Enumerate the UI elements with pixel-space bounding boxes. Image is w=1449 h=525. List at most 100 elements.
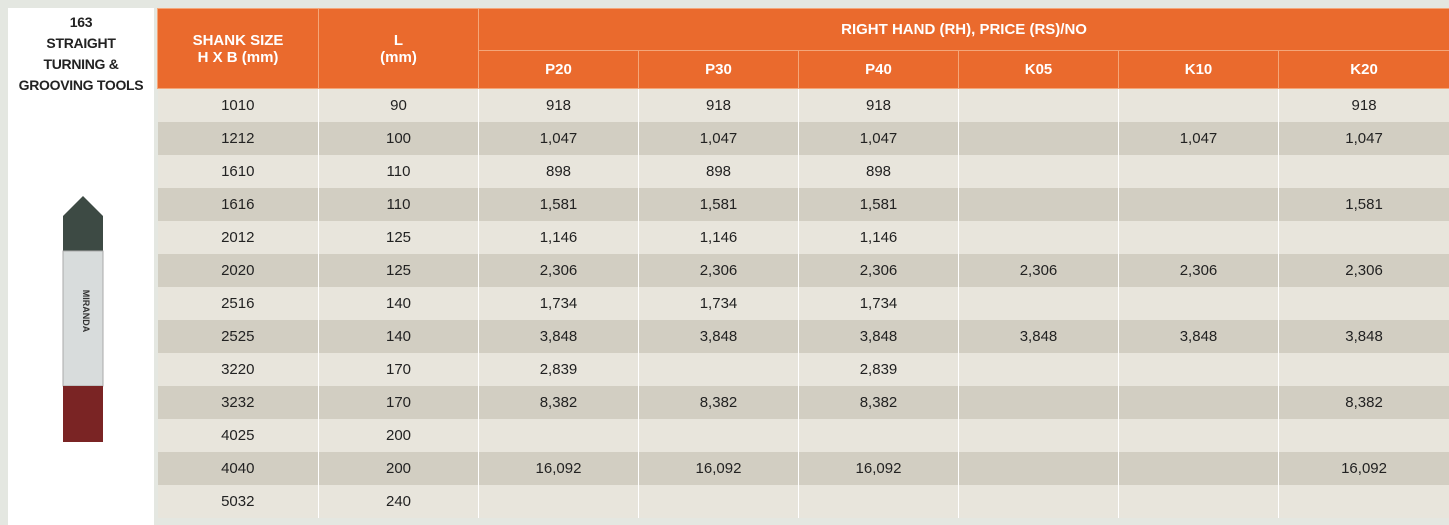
- table-cell: 200: [319, 452, 479, 485]
- grade-header: P20: [479, 51, 639, 89]
- title-line: GROOVING TOOLS: [8, 75, 154, 96]
- table-cell: [959, 353, 1119, 386]
- table-cell: 1,146: [799, 221, 959, 254]
- table-cell: 2012: [158, 221, 319, 254]
- table-cell: 1,047: [1279, 122, 1449, 155]
- table-cell: 8,382: [639, 386, 799, 419]
- table-cell: 3,848: [1279, 320, 1449, 353]
- table-cell: [1119, 353, 1279, 386]
- table-cell: 1,734: [799, 287, 959, 320]
- tool-image: MIRANDA: [58, 196, 108, 446]
- table-cell: [959, 221, 1119, 254]
- page: 163 STRAIGHT TURNING & GROOVING TOOLS MI…: [0, 0, 1449, 525]
- header-cell: RIGHT HAND (RH), PRICE (RS)/NO: [479, 9, 1449, 51]
- table-cell: 2,306: [959, 254, 1119, 287]
- table-cell: 3220: [158, 353, 319, 386]
- table-cell: 3,848: [959, 320, 1119, 353]
- table-cell: [959, 89, 1119, 123]
- table-cell: 16,092: [1279, 452, 1449, 485]
- table-cell: 1,734: [479, 287, 639, 320]
- side-panel: 163 STRAIGHT TURNING & GROOVING TOOLS MI…: [8, 8, 154, 525]
- table-cell: 1,734: [639, 287, 799, 320]
- title-line: 163: [8, 12, 154, 33]
- grade-header: P40: [799, 51, 959, 89]
- table-cell: 1,581: [1279, 188, 1449, 221]
- table-cell: 3,848: [1119, 320, 1279, 353]
- table-cell: 100: [319, 122, 479, 155]
- table-cell: 2,839: [479, 353, 639, 386]
- table-cell: 125: [319, 254, 479, 287]
- table-cell: 1,146: [639, 221, 799, 254]
- table-cell: [1119, 452, 1279, 485]
- table-cell: [1119, 386, 1279, 419]
- table-cell: [1119, 188, 1279, 221]
- table-cell: 898: [799, 155, 959, 188]
- table-cell: 1,581: [639, 188, 799, 221]
- table-cell: [959, 188, 1119, 221]
- table-cell: [1279, 353, 1449, 386]
- table-cell: [1119, 221, 1279, 254]
- table-cell: 918: [639, 89, 799, 123]
- table-cell: 1616: [158, 188, 319, 221]
- product-title: 163 STRAIGHT TURNING & GROOVING TOOLS: [8, 8, 154, 96]
- table-cell: [1279, 485, 1449, 518]
- table-cell: [799, 419, 959, 452]
- grade-header: K20: [1279, 51, 1449, 89]
- table-cell: 125: [319, 221, 479, 254]
- table-cell: [1279, 287, 1449, 320]
- table-cell: 1,047: [639, 122, 799, 155]
- table-cell: 90: [319, 89, 479, 123]
- table-cell: 16,092: [479, 452, 639, 485]
- table-cell: [1279, 155, 1449, 188]
- table-cell: 1,047: [479, 122, 639, 155]
- table-cell: 2,306: [479, 254, 639, 287]
- table-cell: 1,047: [799, 122, 959, 155]
- title-line: STRAIGHT: [8, 33, 154, 54]
- tool-label: MIRANDA: [81, 290, 91, 333]
- table-cell: [1119, 89, 1279, 123]
- table-cell: 140: [319, 287, 479, 320]
- table-cell: [1119, 419, 1279, 452]
- table-cell: [479, 419, 639, 452]
- table-cell: 918: [799, 89, 959, 123]
- table-cell: 200: [319, 419, 479, 452]
- table-cell: 3,848: [639, 320, 799, 353]
- table-cell: [479, 485, 639, 518]
- table-cell: 2,306: [1119, 254, 1279, 287]
- table-cell: 1610: [158, 155, 319, 188]
- table-cell: 1212: [158, 122, 319, 155]
- table-cell: [639, 485, 799, 518]
- title-line: TURNING &: [8, 54, 154, 75]
- table-cell: 170: [319, 353, 479, 386]
- table-cell: 16,092: [799, 452, 959, 485]
- table-cell: 918: [479, 89, 639, 123]
- table-cell: [1119, 155, 1279, 188]
- header-text: H X B (mm): [158, 49, 318, 66]
- table-cell: 5032: [158, 485, 319, 518]
- header-cell: L(mm): [319, 9, 479, 89]
- table-cell: 240: [319, 485, 479, 518]
- table-cell: 2020: [158, 254, 319, 287]
- grade-header: K05: [959, 51, 1119, 89]
- table-cell: 8,382: [799, 386, 959, 419]
- header-text: L: [319, 32, 478, 49]
- grade-header: P30: [639, 51, 799, 89]
- grade-header: K10: [1119, 51, 1279, 89]
- table-cell: [1279, 419, 1449, 452]
- table-cell: 1,581: [799, 188, 959, 221]
- header-text: (mm): [319, 49, 478, 66]
- table-cell: [799, 485, 959, 518]
- table-cell: 2,306: [1279, 254, 1449, 287]
- table-cell: [959, 287, 1119, 320]
- header-text: SHANK SIZE: [158, 32, 318, 49]
